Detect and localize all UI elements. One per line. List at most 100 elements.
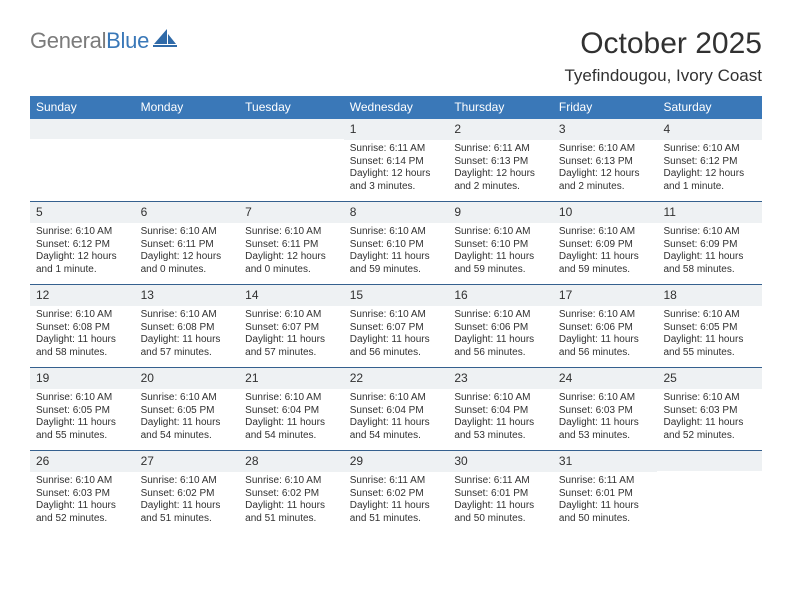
calendar-cell: 23Sunrise: 6:10 AMSunset: 6:04 PMDayligh… bbox=[448, 368, 553, 450]
day-number: 31 bbox=[553, 451, 658, 472]
calendar-cell: 5Sunrise: 6:10 AMSunset: 6:12 PMDaylight… bbox=[30, 202, 135, 284]
calendar-cell: 10Sunrise: 6:10 AMSunset: 6:09 PMDayligh… bbox=[553, 202, 658, 284]
day-number: 4 bbox=[657, 119, 762, 140]
day-details: Sunrise: 6:10 AMSunset: 6:10 PMDaylight:… bbox=[448, 223, 553, 281]
day-details: Sunrise: 6:10 AMSunset: 6:07 PMDaylight:… bbox=[344, 306, 449, 364]
month-title: October 2025 bbox=[564, 28, 762, 60]
day-details: Sunrise: 6:10 AMSunset: 6:03 PMDaylight:… bbox=[30, 472, 135, 530]
calendar-cell: 30Sunrise: 6:11 AMSunset: 6:01 PMDayligh… bbox=[448, 451, 553, 533]
day-details: Sunrise: 6:11 AMSunset: 6:01 PMDaylight:… bbox=[553, 472, 658, 530]
day-number: 20 bbox=[135, 368, 240, 389]
calendar-cell: 26Sunrise: 6:10 AMSunset: 6:03 PMDayligh… bbox=[30, 451, 135, 533]
day-details: Sunrise: 6:10 AMSunset: 6:07 PMDaylight:… bbox=[239, 306, 344, 364]
header-row: GeneralBlue October 2025 Tyefindougou, I… bbox=[30, 28, 762, 92]
day-number: 12 bbox=[30, 285, 135, 306]
day-details: Sunrise: 6:10 AMSunset: 6:09 PMDaylight:… bbox=[553, 223, 658, 281]
day-details: Sunrise: 6:10 AMSunset: 6:04 PMDaylight:… bbox=[344, 389, 449, 447]
day-details: Sunrise: 6:10 AMSunset: 6:11 PMDaylight:… bbox=[135, 223, 240, 281]
day-header: Wednesday bbox=[344, 96, 449, 119]
calendar-cell: 31Sunrise: 6:11 AMSunset: 6:01 PMDayligh… bbox=[553, 451, 658, 533]
day-number: 2 bbox=[448, 119, 553, 140]
calendar-cell bbox=[657, 451, 762, 533]
calendar-row: 1Sunrise: 6:11 AMSunset: 6:14 PMDaylight… bbox=[30, 119, 762, 201]
day-number: 29 bbox=[344, 451, 449, 472]
day-number: 3 bbox=[553, 119, 658, 140]
calendar-cell: 3Sunrise: 6:10 AMSunset: 6:13 PMDaylight… bbox=[553, 119, 658, 201]
calendar-cell: 17Sunrise: 6:10 AMSunset: 6:06 PMDayligh… bbox=[553, 285, 658, 367]
day-number: 8 bbox=[344, 202, 449, 223]
day-number: 23 bbox=[448, 368, 553, 389]
day-details: Sunrise: 6:11 AMSunset: 6:14 PMDaylight:… bbox=[344, 140, 449, 198]
calendar: Sunday Monday Tuesday Wednesday Thursday… bbox=[30, 96, 762, 533]
calendar-row: 12Sunrise: 6:10 AMSunset: 6:08 PMDayligh… bbox=[30, 284, 762, 367]
day-details: Sunrise: 6:10 AMSunset: 6:05 PMDaylight:… bbox=[135, 389, 240, 447]
day-details: Sunrise: 6:10 AMSunset: 6:05 PMDaylight:… bbox=[657, 306, 762, 364]
day-details: Sunrise: 6:10 AMSunset: 6:04 PMDaylight:… bbox=[239, 389, 344, 447]
calendar-cell bbox=[135, 119, 240, 201]
day-number: 30 bbox=[448, 451, 553, 472]
day-details: Sunrise: 6:10 AMSunset: 6:12 PMDaylight:… bbox=[657, 140, 762, 198]
day-details: Sunrise: 6:10 AMSunset: 6:08 PMDaylight:… bbox=[30, 306, 135, 364]
day-header: Monday bbox=[135, 96, 240, 119]
calendar-page: GeneralBlue October 2025 Tyefindougou, I… bbox=[0, 0, 792, 533]
calendar-cell: 9Sunrise: 6:10 AMSunset: 6:10 PMDaylight… bbox=[448, 202, 553, 284]
calendar-cell: 1Sunrise: 6:11 AMSunset: 6:14 PMDaylight… bbox=[344, 119, 449, 201]
calendar-cell: 27Sunrise: 6:10 AMSunset: 6:02 PMDayligh… bbox=[135, 451, 240, 533]
logo-text-general: General bbox=[30, 28, 106, 53]
day-details: Sunrise: 6:10 AMSunset: 6:02 PMDaylight:… bbox=[239, 472, 344, 530]
day-details: Sunrise: 6:10 AMSunset: 6:09 PMDaylight:… bbox=[657, 223, 762, 281]
day-number: 9 bbox=[448, 202, 553, 223]
day-details: Sunrise: 6:10 AMSunset: 6:06 PMDaylight:… bbox=[553, 306, 658, 364]
day-details: Sunrise: 6:10 AMSunset: 6:06 PMDaylight:… bbox=[448, 306, 553, 364]
day-number: 1 bbox=[344, 119, 449, 140]
day-details: Sunrise: 6:10 AMSunset: 6:03 PMDaylight:… bbox=[553, 389, 658, 447]
calendar-cell bbox=[239, 119, 344, 201]
calendar-cell: 14Sunrise: 6:10 AMSunset: 6:07 PMDayligh… bbox=[239, 285, 344, 367]
day-details: Sunrise: 6:11 AMSunset: 6:13 PMDaylight:… bbox=[448, 140, 553, 198]
calendar-cell: 8Sunrise: 6:10 AMSunset: 6:10 PMDaylight… bbox=[344, 202, 449, 284]
calendar-cell: 21Sunrise: 6:10 AMSunset: 6:04 PMDayligh… bbox=[239, 368, 344, 450]
calendar-cell: 4Sunrise: 6:10 AMSunset: 6:12 PMDaylight… bbox=[657, 119, 762, 201]
calendar-cell: 25Sunrise: 6:10 AMSunset: 6:03 PMDayligh… bbox=[657, 368, 762, 450]
calendar-row: 26Sunrise: 6:10 AMSunset: 6:03 PMDayligh… bbox=[30, 450, 762, 533]
calendar-cell: 12Sunrise: 6:10 AMSunset: 6:08 PMDayligh… bbox=[30, 285, 135, 367]
calendar-cell bbox=[30, 119, 135, 201]
day-number: 10 bbox=[553, 202, 658, 223]
day-header: Saturday bbox=[657, 96, 762, 119]
day-number: 18 bbox=[657, 285, 762, 306]
day-number: 21 bbox=[239, 368, 344, 389]
calendar-cell: 15Sunrise: 6:10 AMSunset: 6:07 PMDayligh… bbox=[344, 285, 449, 367]
title-block: October 2025 Tyefindougou, Ivory Coast bbox=[564, 28, 762, 92]
day-header: Tuesday bbox=[239, 96, 344, 119]
day-number: 7 bbox=[239, 202, 344, 223]
calendar-cell: 13Sunrise: 6:10 AMSunset: 6:08 PMDayligh… bbox=[135, 285, 240, 367]
calendar-cell: 6Sunrise: 6:10 AMSunset: 6:11 PMDaylight… bbox=[135, 202, 240, 284]
day-details: Sunrise: 6:10 AMSunset: 6:10 PMDaylight:… bbox=[344, 223, 449, 281]
day-details: Sunrise: 6:10 AMSunset: 6:11 PMDaylight:… bbox=[239, 223, 344, 281]
day-details: Sunrise: 6:10 AMSunset: 6:12 PMDaylight:… bbox=[30, 223, 135, 281]
day-number: 17 bbox=[553, 285, 658, 306]
day-number bbox=[239, 119, 344, 139]
calendar-cell: 29Sunrise: 6:11 AMSunset: 6:02 PMDayligh… bbox=[344, 451, 449, 533]
day-number: 16 bbox=[448, 285, 553, 306]
location-subtitle: Tyefindougou, Ivory Coast bbox=[564, 66, 762, 86]
calendar-cell: 22Sunrise: 6:10 AMSunset: 6:04 PMDayligh… bbox=[344, 368, 449, 450]
day-number: 15 bbox=[344, 285, 449, 306]
day-header: Thursday bbox=[448, 96, 553, 119]
day-details: Sunrise: 6:10 AMSunset: 6:08 PMDaylight:… bbox=[135, 306, 240, 364]
day-number: 14 bbox=[239, 285, 344, 306]
day-number: 28 bbox=[239, 451, 344, 472]
calendar-cell: 28Sunrise: 6:10 AMSunset: 6:02 PMDayligh… bbox=[239, 451, 344, 533]
day-details: Sunrise: 6:10 AMSunset: 6:03 PMDaylight:… bbox=[657, 389, 762, 447]
day-number: 22 bbox=[344, 368, 449, 389]
calendar-row: 5Sunrise: 6:10 AMSunset: 6:12 PMDaylight… bbox=[30, 201, 762, 284]
day-number: 6 bbox=[135, 202, 240, 223]
day-details: Sunrise: 6:10 AMSunset: 6:05 PMDaylight:… bbox=[30, 389, 135, 447]
calendar-header-row: Sunday Monday Tuesday Wednesday Thursday… bbox=[30, 96, 762, 119]
logo-text-blue: Blue bbox=[106, 28, 149, 53]
day-details: Sunrise: 6:10 AMSunset: 6:13 PMDaylight:… bbox=[553, 140, 658, 198]
day-header: Sunday bbox=[30, 96, 135, 119]
day-number: 24 bbox=[553, 368, 658, 389]
day-number: 25 bbox=[657, 368, 762, 389]
day-header: Friday bbox=[553, 96, 658, 119]
